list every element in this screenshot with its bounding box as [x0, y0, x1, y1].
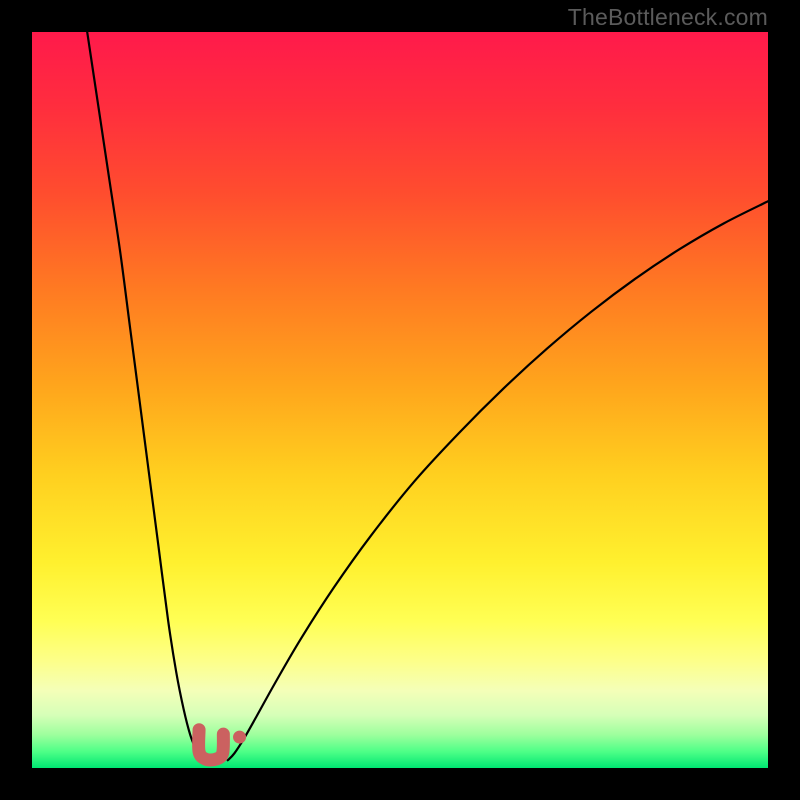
curve-layer [32, 32, 768, 768]
watermark-text: TheBottleneck.com [568, 4, 768, 31]
u-marker-dot [233, 731, 246, 744]
plot-area [32, 32, 768, 768]
u-marker [199, 730, 224, 760]
left-bottleneck-curve [87, 32, 203, 760]
right-bottleneck-curve [228, 201, 768, 760]
